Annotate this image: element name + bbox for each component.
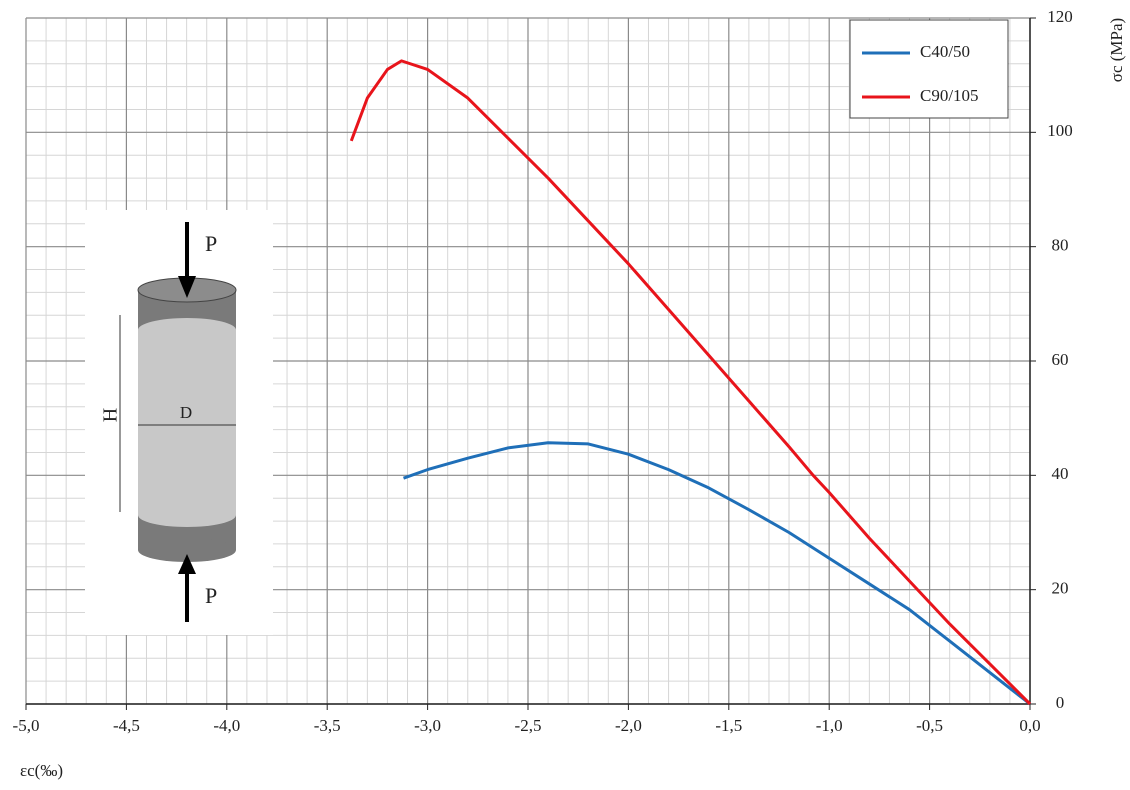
specimen-illustration: P P H D [85,210,273,635]
force-label: P [205,231,217,256]
y-tick-label: 20 [1052,579,1069,598]
x-axis-label: εc(‰) [20,761,63,780]
y-tick-label: 120 [1047,7,1073,26]
legend-label: C40/50 [920,42,970,61]
x-tick-label: -0,5 [916,716,943,735]
x-tick-label: 0,0 [1019,716,1040,735]
x-tick-label: -1,0 [816,716,843,735]
x-tick-label: -3,0 [414,716,441,735]
x-tick-label: -3,5 [314,716,341,735]
y-tick-label: 80 [1052,236,1069,255]
legend-box [849,19,1009,119]
x-tick-label: -1,5 [715,716,742,735]
data-line [349,59,1032,706]
x-tick-label: -2,5 [515,716,542,735]
diameter-label: D [180,403,192,422]
y-tick-label: 40 [1052,464,1069,483]
y-tick-label: 0 [1056,693,1065,712]
x-tick-label: -5,0 [13,716,40,735]
y-tick-label: 60 [1052,350,1069,369]
y-axis-label: σc (MPa) [1107,18,1126,82]
data-line [403,441,1031,706]
force-label: P [205,583,217,608]
body-top [138,318,236,342]
height-label: H [100,408,122,422]
y-tick-label: 100 [1047,121,1073,140]
arrow-head [178,554,196,574]
x-tick-label: -4,0 [213,716,240,735]
legend-label: C90/105 [920,86,979,105]
x-tick-label: -4,5 [113,716,140,735]
bottom-cap-face [138,538,236,562]
x-tick-label: -2,0 [615,716,642,735]
arrow-head [178,276,196,298]
body-bottom [138,503,236,527]
